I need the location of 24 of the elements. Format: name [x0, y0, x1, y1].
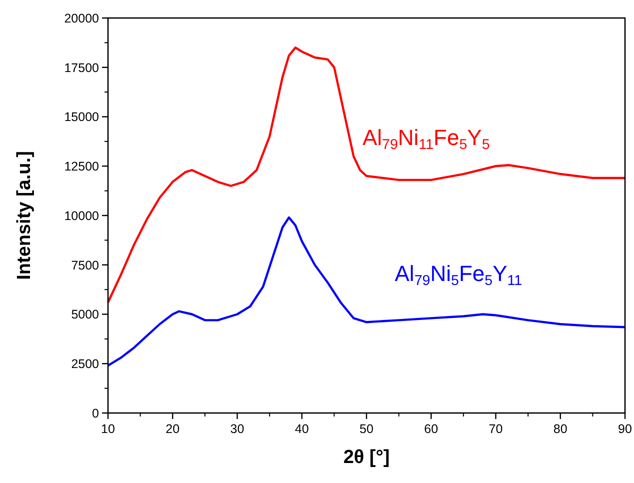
x-tick-label: 50	[360, 422, 374, 436]
x-tick-label: 90	[618, 422, 632, 436]
x-tick-label: 80	[553, 422, 568, 436]
y-axis-title: Intensity [a.u.]	[14, 151, 35, 280]
y-tick-label: 12500	[64, 160, 100, 174]
line-series	[106, 46, 626, 304]
y-tick-label: 7500	[71, 258, 100, 272]
y-tick-label: 20000	[64, 11, 100, 26]
x-axis-title: 2θ [°]	[343, 447, 390, 468]
y-tick-label: 0	[92, 406, 100, 420]
y-tick-label: 10000	[64, 208, 100, 223]
x-tick-label: 70	[488, 422, 503, 436]
series-label: Al$_{79}$Ni$_{5}$Fe$_{5}$Y$_{11}$	[394, 261, 522, 290]
x-tick-label: 30	[230, 422, 244, 436]
y-tick-label: 15000	[64, 110, 100, 124]
y-tick-label: 5000	[71, 308, 100, 322]
line-series	[106, 216, 626, 367]
y-tick-label: 2500	[71, 357, 100, 371]
x-tick-label: 10	[101, 422, 115, 436]
y-tick-label: 17500	[64, 60, 100, 75]
x-tick-label: 40	[294, 422, 309, 436]
x-tick-label: 60	[424, 422, 438, 436]
x-tick-label: 20	[166, 422, 180, 436]
series-label: Al$_{79}$Ni$_{11}$Fe$_{5}$Y$_{5}$	[362, 124, 490, 154]
